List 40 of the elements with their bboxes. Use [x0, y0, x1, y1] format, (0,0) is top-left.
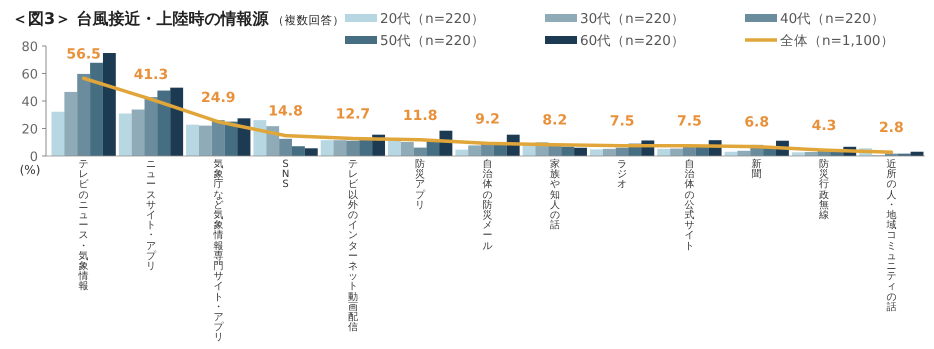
x-tick-label: 家族や知人の話 [548, 159, 561, 232]
data-label: 9.2 [475, 111, 500, 128]
data-label: 11.8 [402, 108, 438, 124]
legend-label: 60代（n=220） [580, 33, 685, 49]
data-label: 7.5 [610, 114, 635, 130]
y-tick-label: 40 [21, 95, 38, 110]
category-label: 自治体の公式サイト [684, 159, 694, 252]
y-axis-title: (%) [20, 163, 40, 177]
x-tick-label: 新聞 [750, 159, 763, 180]
category-label: 自治体の防災メール [482, 159, 492, 252]
chart-subtitle: （複数回答） [272, 13, 345, 27]
x-tick-label: 防災アプリ [414, 159, 426, 212]
category-label: テレビ以外のインターネット動画配信 [348, 159, 358, 334]
y-tick-label: 60 [21, 68, 38, 82]
x-tick-label: 防災行政無線 [818, 159, 830, 222]
chart-title: ＜図3＞ 台風接近・上陸時の情報源 [12, 9, 269, 28]
category-label: 気象庁など気象情報専門サイト・アプリ [213, 159, 224, 344]
y-tick-label: 20 [21, 122, 38, 138]
legend-label: 30代（n=220） [580, 11, 685, 27]
legend-label: 40代（n=220） [780, 11, 885, 27]
legend-label: 全体（n=1,100） [780, 33, 895, 49]
data-label: 12.7 [336, 106, 370, 123]
category-label: テレビのニュース・気象情報 [78, 159, 89, 292]
x-tick-label: SNS [280, 159, 290, 191]
x-tick-label: ラジオ [616, 159, 628, 191]
category-label: ニュースサイト・アプリ [146, 159, 156, 272]
data-label: 6.8 [744, 114, 770, 131]
data-label: 14.8 [268, 104, 303, 120]
data-label: 8.2 [542, 112, 568, 129]
data-label: 7.5 [677, 114, 702, 130]
data-label: 4.3 [812, 118, 836, 134]
data-label: 24.9 [200, 90, 236, 106]
data-label: 2.8 [878, 120, 904, 136]
y-tick-label: 0 [30, 150, 38, 165]
category-label: 近所の人・地域コミュニティの話 [886, 159, 896, 313]
data-label: 41.3 [134, 67, 168, 84]
legend-label: 20代（n=220） [380, 11, 485, 27]
data-label: 56.5 [66, 46, 101, 62]
legend-label: 50代（n=220） [380, 33, 485, 49]
y-tick-label: 80 [21, 40, 38, 55]
